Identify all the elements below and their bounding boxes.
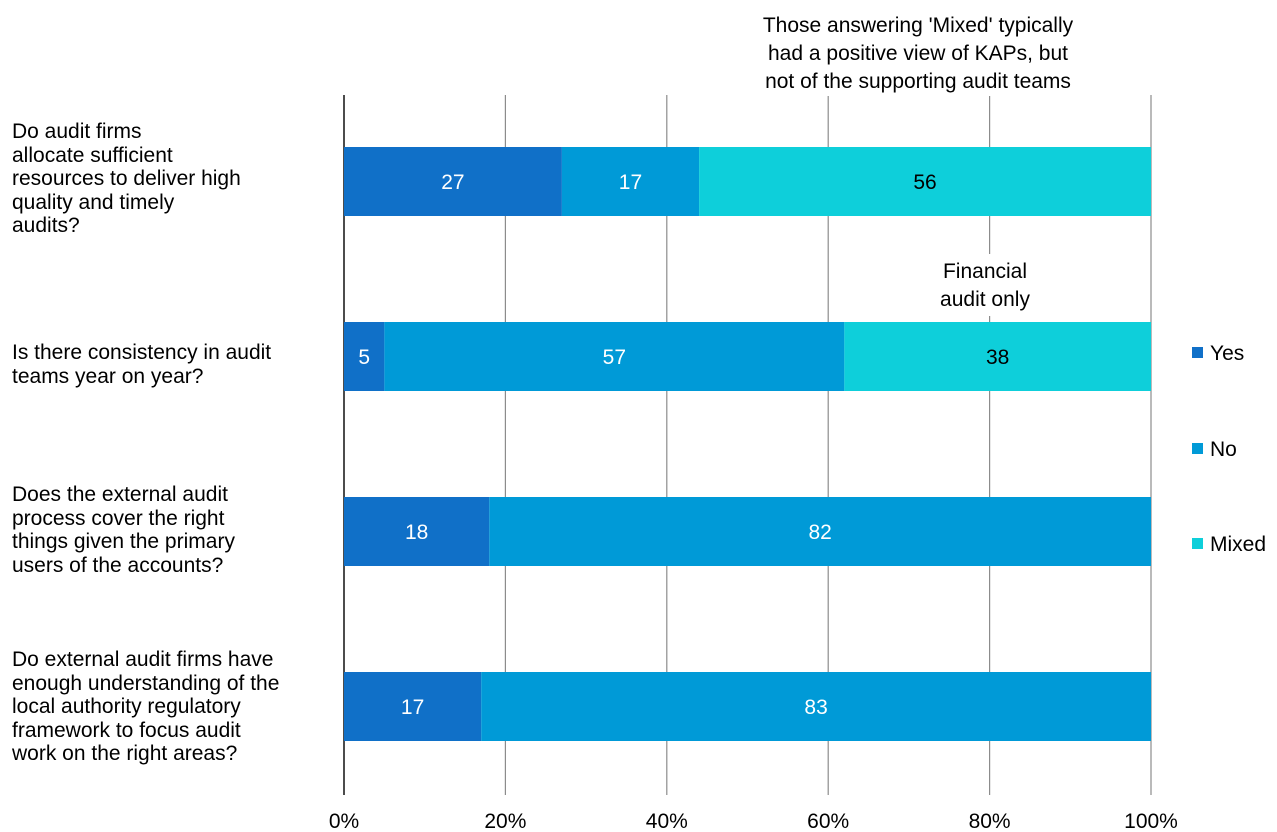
legend-swatch-yes [1192,347,1203,358]
data-label: 17 [401,696,424,719]
data-label: 57 [603,346,626,369]
bar-no [481,672,1151,741]
data-label: 27 [441,171,464,194]
data-label: 82 [808,521,831,544]
data-label: 56 [913,171,936,194]
bar-no [561,147,700,216]
data-label: 17 [619,171,642,194]
x-tick-label: 60% [807,810,849,832]
x-axis: 0% 20% 40% 60% 80% 100% [329,810,1178,832]
bar-no [489,497,1151,566]
bar-no [384,322,845,391]
data-label: 38 [986,346,1009,369]
x-tick-label: 100% [1124,810,1178,832]
data-label: 18 [405,521,428,544]
bar-yes [344,497,490,566]
annotation: Financial audit only [940,260,1030,311]
legend-swatch-no [1192,443,1203,454]
x-tick-label: 0% [329,810,359,832]
bar-yes [344,147,562,216]
x-tick-label: 20% [484,810,526,832]
data-label: 5 [358,346,370,369]
category-label: Is there consistency in audit teams year… [12,341,272,388]
bar-mixed [844,322,1151,391]
category-label: Do external audit firms have enough unde… [12,648,280,765]
legend-swatch-mixed [1192,538,1203,549]
x-tick-label: 80% [969,810,1011,832]
x-tick-label: 40% [646,810,688,832]
category-label: Do audit firms allocate sufficient resou… [12,120,241,237]
annotation: Those answering 'Mixed' typically had a p… [763,14,1074,93]
bars: 27 17 56 5 57 38 18 82 17 83 [344,147,1151,741]
annotations: Those answering 'Mixed' typically had a p… [733,8,1103,316]
bar-mixed [699,147,1151,216]
bar-yes [344,322,385,391]
annotation-background [733,8,1103,96]
bar-yes [344,672,482,741]
annotation-background [915,254,1055,316]
legend-entry: Yes [1210,342,1244,365]
category-label: Does the external audit process cover th… [12,483,235,577]
legend-entry: No [1210,438,1237,461]
legend-entry: Mixed [1210,533,1266,556]
legend: Yes No Mixed [1192,342,1266,556]
data-label: 83 [804,696,827,719]
